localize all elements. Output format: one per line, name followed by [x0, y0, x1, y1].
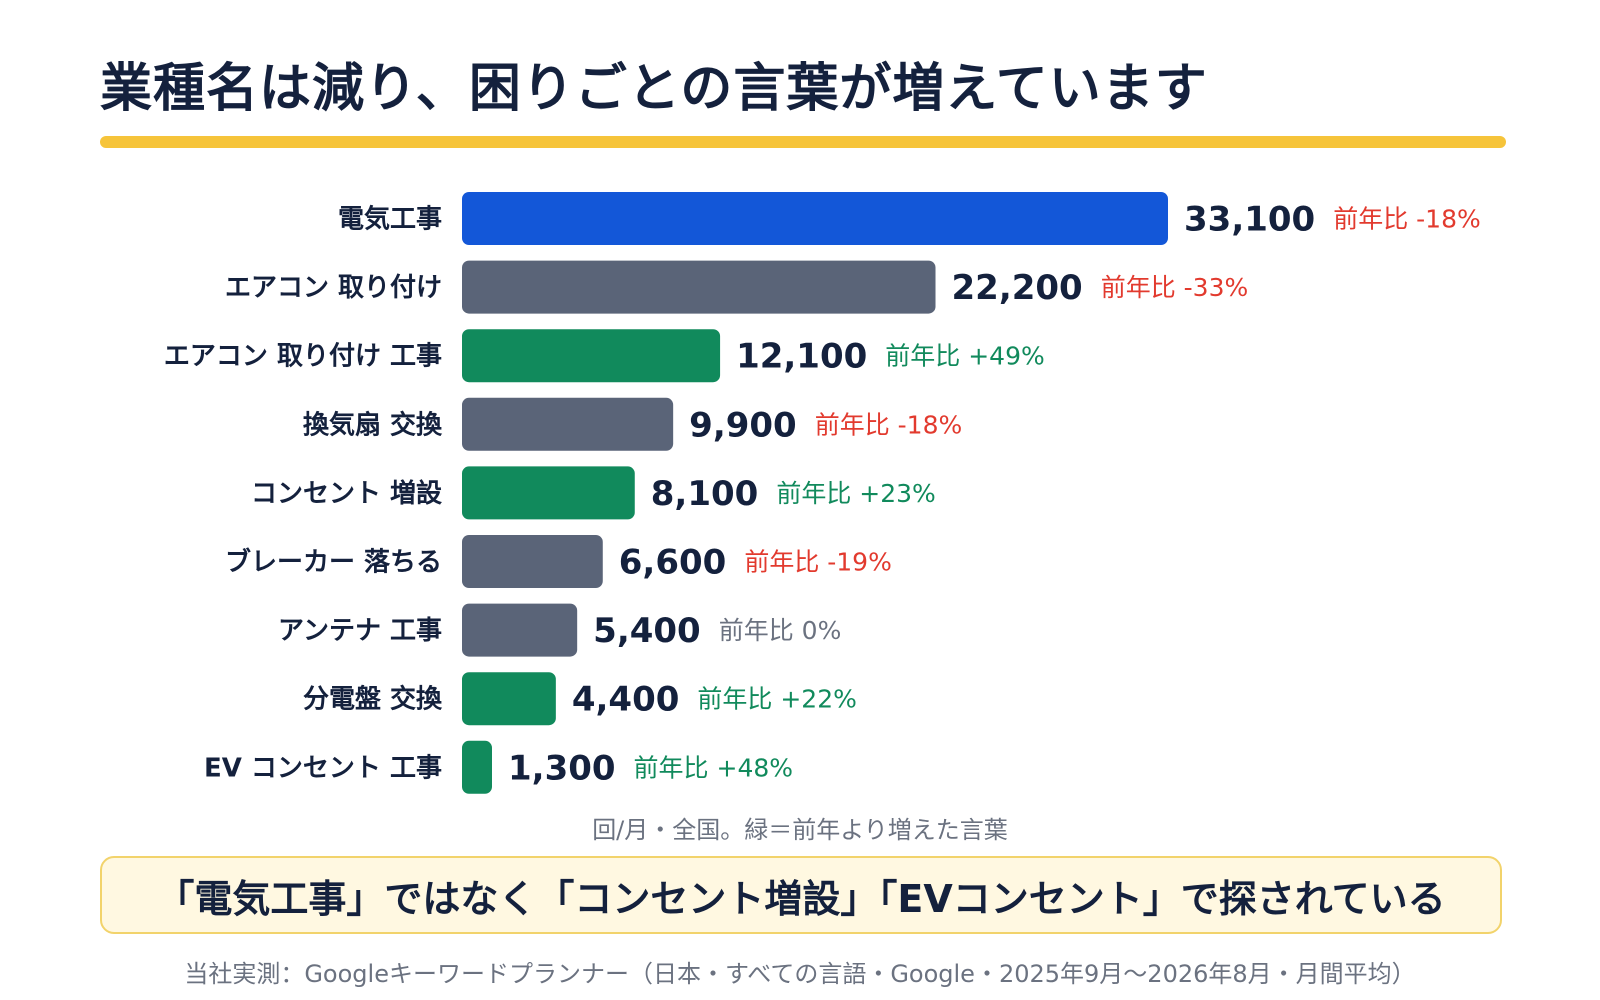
- yoy-label: 前年比 -18%: [815, 410, 963, 439]
- category-label: アンテナ 工事: [278, 616, 442, 646]
- bar: [462, 192, 1168, 245]
- value-label: 12,100: [736, 337, 867, 377]
- category-label: 分電盤 交換: [303, 684, 443, 715]
- value-label: 1,300: [508, 748, 616, 788]
- category-label: 換気扇 交換: [303, 409, 443, 440]
- source-note: 当社実測：Googleキーワードプランナー（日本・すべての言語・Google・2…: [184, 960, 1416, 988]
- value-label: 5,400: [593, 611, 701, 651]
- yoy-label: 前年比 -33%: [1101, 273, 1249, 302]
- keyword-bar-chart: 電気工事 33,100 前年比 -18% エアコン 取り付け 22,200 前年比 -33…: [164, 192, 1481, 794]
- bar: [462, 672, 556, 726]
- title-underline: [100, 136, 1506, 148]
- bar: [462, 466, 635, 520]
- yoy-label: 前年比 -18%: [1333, 205, 1481, 234]
- yoy-label: 前年比 +48%: [634, 753, 793, 782]
- yoy-label: 前年比 +22%: [697, 685, 856, 714]
- category-label: エアコン 取り付け 工事: [164, 342, 442, 372]
- bar: [462, 535, 603, 588]
- callout-text: 「電気工事」ではなく「コンセント増設」「EVコンセント」で探されている: [156, 876, 1446, 921]
- yoy-label: 前年比 0%: [719, 616, 842, 645]
- bar: [462, 397, 674, 451]
- value-label: 22,200: [952, 268, 1083, 308]
- value-label: 8,100: [651, 474, 759, 514]
- value-label: 9,900: [689, 405, 797, 445]
- yoy-label: 前年比 +49%: [885, 342, 1044, 371]
- chart-note: 回/月・全国。緑＝前年より増えた言葉: [592, 816, 1008, 844]
- bar: [462, 329, 721, 383]
- bar: [462, 260, 936, 314]
- category-label: 電気工事: [338, 204, 442, 235]
- value-label: 6,600: [619, 543, 727, 583]
- category-label: エアコン 取り付け: [225, 273, 442, 303]
- category-label: コンセント 増設: [251, 478, 443, 509]
- value-label: 33,100: [1184, 200, 1315, 240]
- page-title: 業種名は減り、困りごとの言葉が増えています: [100, 59, 1208, 119]
- callout-box: 「電気工事」ではなく「コンセント増設」「EVコンセント」で探されている: [100, 856, 1502, 934]
- value-label: 4,400: [572, 680, 680, 720]
- bar: [462, 740, 492, 794]
- yoy-label: 前年比 -19%: [744, 548, 892, 577]
- bar: [462, 603, 578, 657]
- yoy-label: 前年比 +23%: [776, 479, 935, 508]
- category-label: ブレーカー 落ちる: [225, 547, 442, 578]
- category-label: EV コンセント 工事: [204, 753, 442, 783]
